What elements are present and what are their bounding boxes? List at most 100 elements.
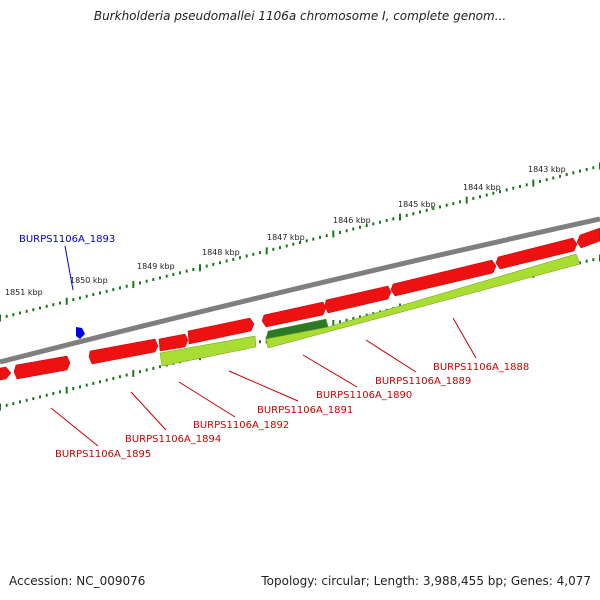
ruler-minor-tick — [565, 173, 568, 176]
ruler-minor-tick — [145, 368, 148, 372]
ruler-minor-tick — [105, 289, 108, 293]
ruler-label: 1843 kbp — [528, 165, 566, 174]
ruler-minor-tick — [339, 230, 341, 234]
ruler-minor-tick — [25, 398, 28, 402]
ruler-minor-tick — [545, 178, 548, 182]
gene-arrow[interactable] — [187, 317, 255, 345]
ruler-minor-tick — [239, 256, 241, 260]
ruler-minor-tick — [32, 397, 35, 401]
ruler-minor-tick — [12, 313, 15, 317]
ruler-minor-tick — [559, 174, 561, 178]
ruler-minor-tick — [85, 294, 88, 298]
ruler-minor-tick — [232, 257, 235, 261]
gene-arrow[interactable] — [0, 366, 12, 381]
gene-arrow[interactable] — [265, 253, 581, 349]
ruler-minor-tick — [125, 284, 128, 288]
gene-label-leaders — [50, 317, 477, 447]
ruler-minor-tick — [392, 217, 395, 221]
gene-label[interactable]: BURPS1106A_1889 — [375, 376, 471, 387]
gene-label[interactable]: BURPS1106A_1892 — [193, 420, 289, 431]
ruler-minor-tick — [45, 304, 48, 308]
gene-arrow[interactable] — [261, 301, 327, 328]
gene-arrow[interactable] — [158, 333, 189, 352]
ruler-minor-tick — [299, 241, 301, 244]
ruler-minor-tick — [245, 254, 248, 258]
ruler-minor-tick — [192, 268, 195, 271]
map-title: Burkholderia pseudomallei 1106a chromoso… — [93, 9, 507, 23]
ruler-minor-tick — [212, 262, 215, 266]
ruler-minor-tick — [505, 188, 508, 192]
ruler-minor-tick — [479, 195, 481, 199]
ruler-minor-tick — [45, 393, 48, 397]
ruler-minor-tick — [585, 167, 588, 171]
ruler-major-tick — [399, 213, 401, 221]
ruler-minor-tick — [145, 279, 148, 283]
ruler-minor-tick — [592, 258, 595, 262]
ruler-minor-tick — [139, 370, 141, 374]
ruler-minor-tick — [99, 380, 101, 384]
accession-text: Accession: NC_009076 — [9, 574, 146, 588]
ruler-major-tick — [132, 281, 135, 289]
ruler-minor-tick — [359, 315, 361, 319]
forward-strand-genes — [0, 227, 600, 381]
ruler-minor-tick — [19, 400, 21, 404]
ruler-label: 1850 kbp — [70, 276, 108, 285]
gene-labels: BURPS1106A_1888 BURPS1106A_1889 BURPS110… — [55, 362, 529, 460]
ruler-minor-tick — [205, 264, 208, 268]
ruler-label: 1847 kbp — [267, 233, 305, 242]
ruler-label: 1844 kbp — [463, 183, 501, 192]
gene-label[interactable]: BURPS1106A_1894 — [125, 434, 221, 445]
ruler-minor-tick — [525, 183, 528, 187]
ruler-minor-tick — [52, 392, 55, 395]
ruler-minor-tick — [99, 291, 101, 295]
ruler-minor-tick — [312, 237, 315, 241]
ruler-minor-tick — [492, 191, 495, 195]
ruler-major-tick — [332, 230, 335, 238]
ruler-minor-tick — [485, 193, 488, 197]
ruler-minor-tick — [499, 190, 501, 194]
feature-marker[interactable] — [76, 327, 85, 339]
gene-label[interactable]: BURPS1106A_1895 — [55, 449, 151, 460]
ruler-major-tick — [465, 196, 468, 204]
ruler-minor-tick — [92, 381, 95, 385]
ruler-minor-tick — [452, 202, 455, 205]
gene-label[interactable]: BURPS1106A_1891 — [257, 405, 353, 416]
ruler-label: 1845 kbp — [398, 200, 436, 209]
gene-arrow[interactable] — [495, 237, 578, 270]
gene-arrow[interactable] — [13, 355, 71, 380]
ruler-minor-tick — [352, 317, 355, 320]
ruler-minor-tick — [352, 227, 355, 231]
ruler-minor-tick — [432, 207, 435, 211]
ruler-minor-tick — [125, 373, 128, 377]
ruler-minor-tick — [539, 179, 541, 183]
gene-arrow[interactable] — [159, 335, 257, 367]
ruler-minor-tick — [159, 276, 161, 280]
ruler-minor-tick — [519, 185, 521, 188]
ruler-minor-tick — [359, 225, 361, 229]
ruler-minor-tick — [112, 288, 115, 292]
ruler-minor-tick — [39, 395, 41, 399]
ruler-minor-tick — [305, 239, 308, 243]
ruler-minor-tick — [59, 301, 61, 305]
ruler-major-tick — [65, 386, 68, 394]
ruler-minor-tick — [152, 366, 155, 370]
ruler-minor-tick — [272, 247, 275, 251]
gene-arrow[interactable] — [390, 259, 497, 297]
gene-label[interactable]: BURPS1106A_1890 — [316, 390, 412, 401]
ruler-minor-tick — [339, 320, 341, 324]
ruler-minor-tick — [112, 376, 115, 380]
ruler-minor-tick — [292, 242, 295, 246]
ruler-minor-tick — [85, 383, 88, 387]
ruler-minor-tick — [592, 166, 595, 170]
gene-arrow[interactable] — [88, 338, 159, 365]
ruler-label: 1846 kbp — [333, 216, 371, 225]
ruler-minor-tick — [259, 251, 261, 255]
ruler-major-tick — [332, 320, 335, 327]
gene-arrow[interactable] — [324, 285, 392, 314]
ruler-minor-tick — [345, 318, 348, 322]
gene-arrow[interactable] — [576, 227, 600, 249]
gene-label-top[interactable]: BURPS1106A_1893 — [19, 234, 115, 245]
ruler-major-tick — [0, 403, 1, 411]
gene-label[interactable]: BURPS1106A_1888 — [433, 362, 529, 373]
